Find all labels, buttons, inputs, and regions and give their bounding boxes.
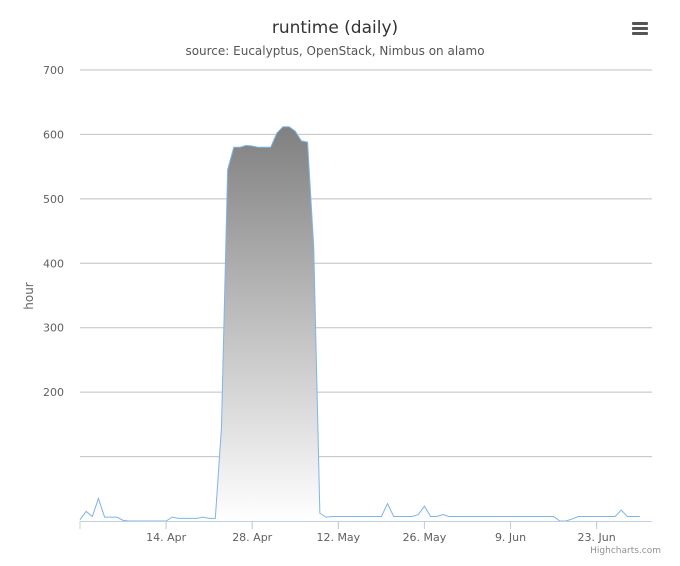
y-tick-label: 600 xyxy=(43,128,64,141)
x-tick-label: 26. May xyxy=(403,531,447,544)
y-tick-label: 300 xyxy=(43,322,64,335)
y-tick-label: 700 xyxy=(43,64,64,77)
highcharts-credit[interactable]: Highcharts.com xyxy=(590,546,661,556)
x-tick-label: 14. Apr xyxy=(146,531,186,544)
area-fill xyxy=(80,126,640,521)
chart-subtitle: source: Eucalyptus, OpenStack, Nimbus on… xyxy=(185,44,484,58)
x-tick-label: 28. Apr xyxy=(232,531,272,544)
x-tick-label: 9. Jun xyxy=(495,531,526,544)
x-tick-label: 23. Jun xyxy=(578,531,616,544)
y-tick-label: 400 xyxy=(43,257,64,270)
x-tick-label: 12. May xyxy=(316,531,360,544)
y-tick-label: 500 xyxy=(43,193,64,206)
menu-icon[interactable] xyxy=(626,16,656,42)
y-axis-title: hour xyxy=(22,282,36,310)
chart-title: runtime (daily) xyxy=(272,18,398,38)
series-line[interactable] xyxy=(79,126,640,522)
y-tick-label: 200 xyxy=(43,386,64,399)
